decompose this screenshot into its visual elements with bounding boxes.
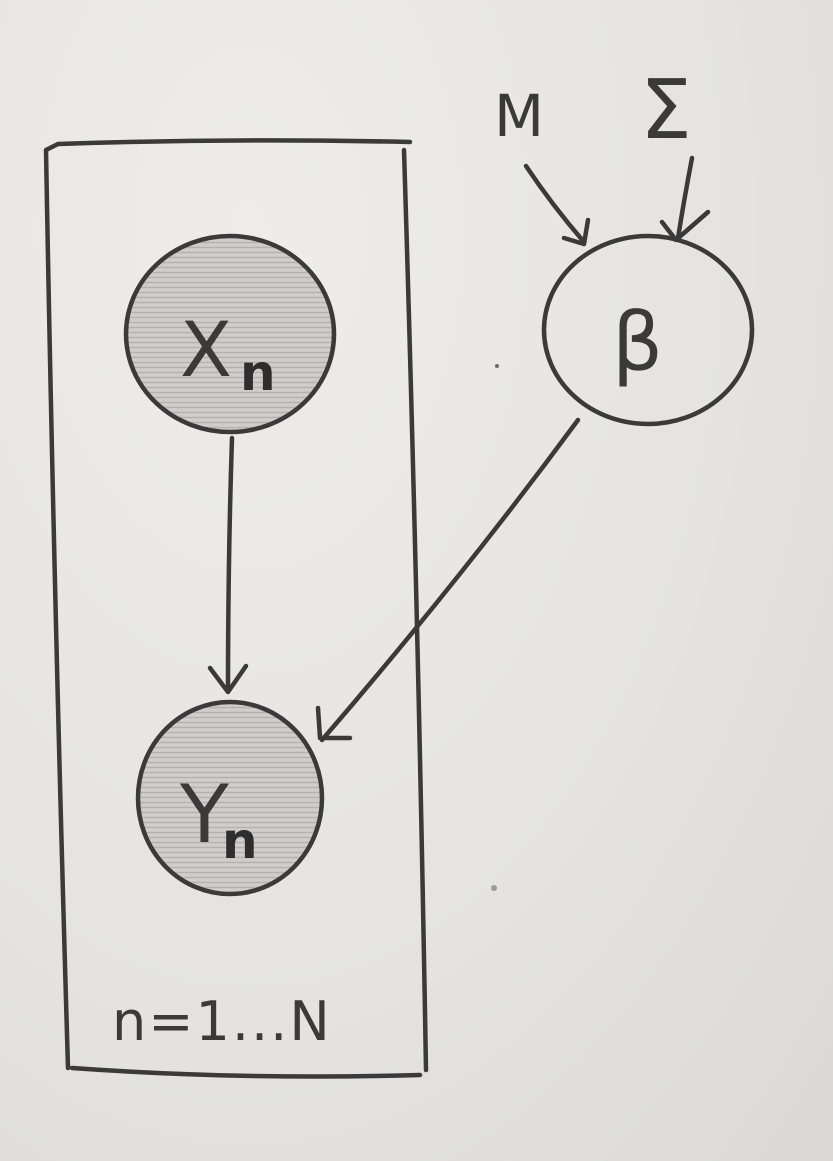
edge-beta-to-y [315,417,581,743]
x-n-sub-label: n [240,344,276,402]
sigma-label: Σ [640,63,692,158]
node-y-n: Y n [135,699,325,897]
y-n-main-label: Y [179,768,230,861]
edge-mu-to-beta [523,163,591,247]
plate-label: n=1...N [112,990,332,1053]
x-n-main-label: X [180,305,232,394]
paper-speck [495,364,499,368]
edge-x-to-y [207,435,249,695]
plate-label-group: n=1...N [112,990,332,1053]
hyperparam-sigma: Σ [640,63,692,158]
plate-border [43,138,429,1079]
y-n-sub-label: n [222,812,258,870]
hyperparam-mu: M [494,82,544,150]
node-beta: β [541,233,755,427]
plate [43,138,429,1079]
mu-label: M [494,82,544,150]
node-x-n: X n [123,233,337,435]
beta-label: β [612,296,663,389]
paper-speck [491,885,497,891]
edge-sigma-to-beta [659,155,711,243]
